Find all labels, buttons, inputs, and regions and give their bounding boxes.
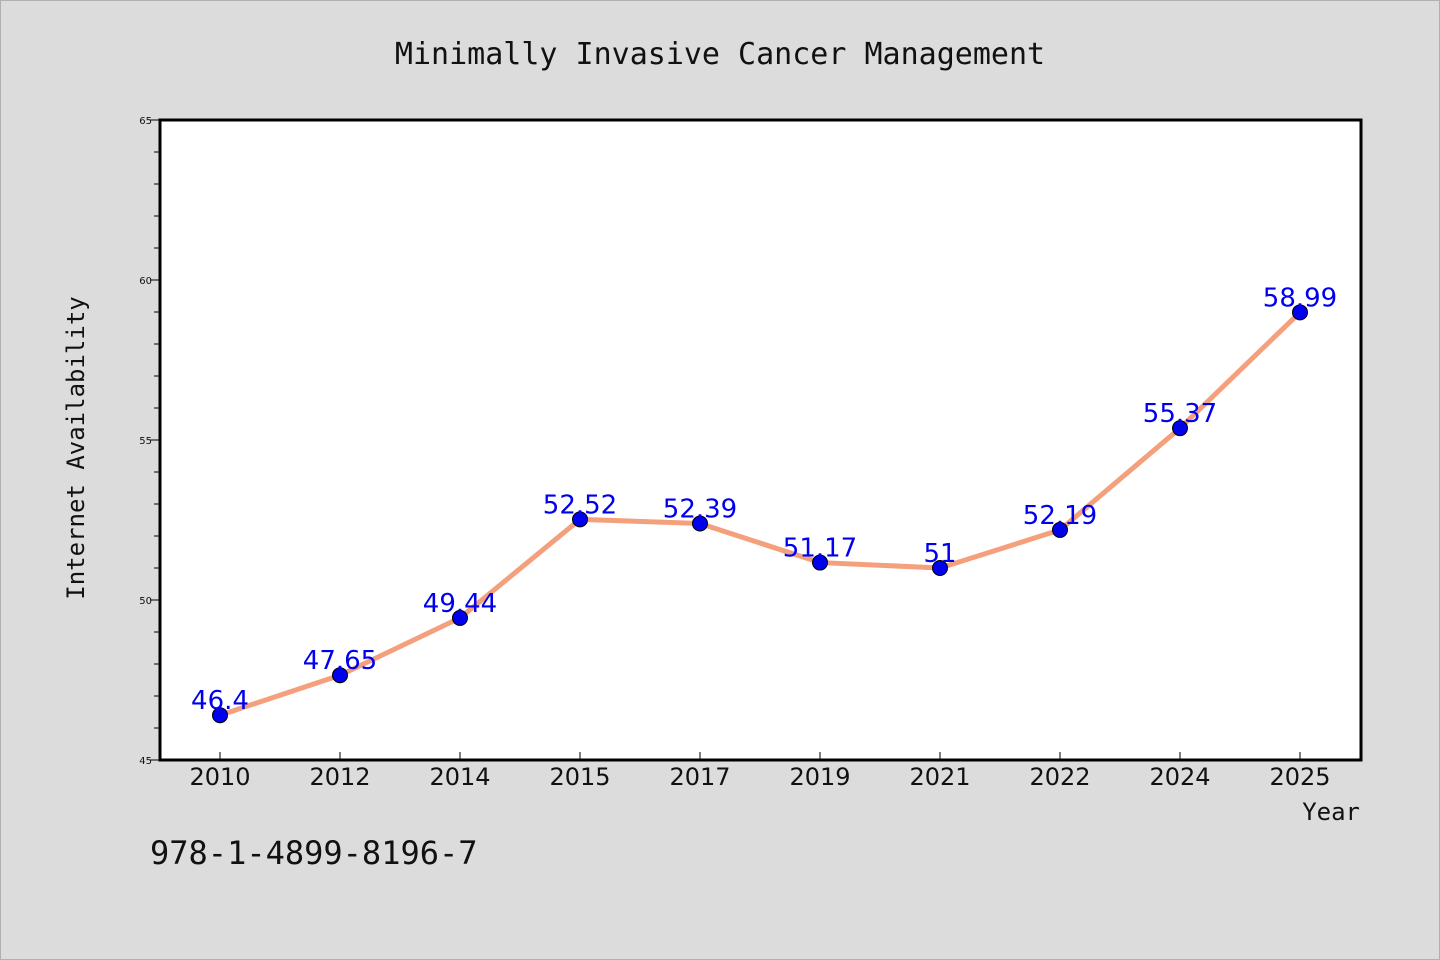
- data-label: 51: [923, 539, 956, 569]
- data-point: [572, 511, 588, 528]
- data-point: [212, 707, 228, 724]
- x-tick-label: 2015: [549, 763, 610, 791]
- data-point: [332, 667, 348, 684]
- x-axis-label: Year: [1302, 798, 1360, 826]
- y-axis-ticks: 45 50 55 60 65: [139, 116, 160, 767]
- data-point: [812, 554, 828, 571]
- x-tick-label: 2024: [1149, 763, 1210, 791]
- data-point: [692, 515, 708, 532]
- data-label: 52.19: [1023, 501, 1097, 531]
- data-label: 49.44: [423, 589, 497, 619]
- data-labels: 46.4 47.65 49.44 52.52 52.39 51.17 51 52.19 55.3…: [191, 283, 1337, 716]
- x-tick-label: 2025: [1269, 763, 1330, 791]
- isbn-annotation: 978-1-4899-8196-7: [150, 834, 478, 872]
- y-axis-label: Internet Availability: [62, 296, 90, 599]
- x-tick-label: 2022: [1029, 763, 1090, 791]
- series-markers: [212, 304, 1308, 724]
- x-tick-label: 2010: [189, 763, 250, 791]
- x-tick-label: 2017: [669, 763, 730, 791]
- y-tick-label: 55: [139, 436, 152, 447]
- x-tick-label: 2019: [789, 763, 850, 791]
- data-label: 58.99: [1263, 283, 1337, 313]
- y-tick-label: 65: [139, 116, 152, 127]
- y-tick-label: 50: [139, 596, 152, 607]
- y-tick-label: 45: [139, 756, 152, 767]
- plot-area: [158, 118, 1363, 762]
- data-label: 47.65: [303, 646, 377, 676]
- x-axis-ticks: 2010 2012 2014 2015 2017 2019 2021 2022 2024 2025: [189, 752, 1331, 791]
- data-label: 51.17: [783, 534, 857, 564]
- data-label: 55.37: [1143, 399, 1217, 429]
- data-point: [932, 560, 948, 576]
- x-tick-label: 2012: [309, 763, 370, 791]
- data-point: [1052, 521, 1068, 538]
- data-point: [1292, 304, 1308, 321]
- y-tick-label: 60: [139, 276, 152, 287]
- data-point: [1172, 420, 1188, 437]
- data-point: [452, 609, 468, 626]
- x-tick-label: 2021: [909, 763, 970, 791]
- chart-title: Minimally Invasive Cancer Management: [395, 37, 1045, 72]
- data-label: 52.52: [543, 490, 617, 520]
- series-line: [219, 310, 1302, 718]
- data-label: 46.4: [191, 686, 249, 716]
- x-tick-label: 2014: [429, 763, 490, 791]
- data-label: 52.39: [663, 495, 737, 525]
